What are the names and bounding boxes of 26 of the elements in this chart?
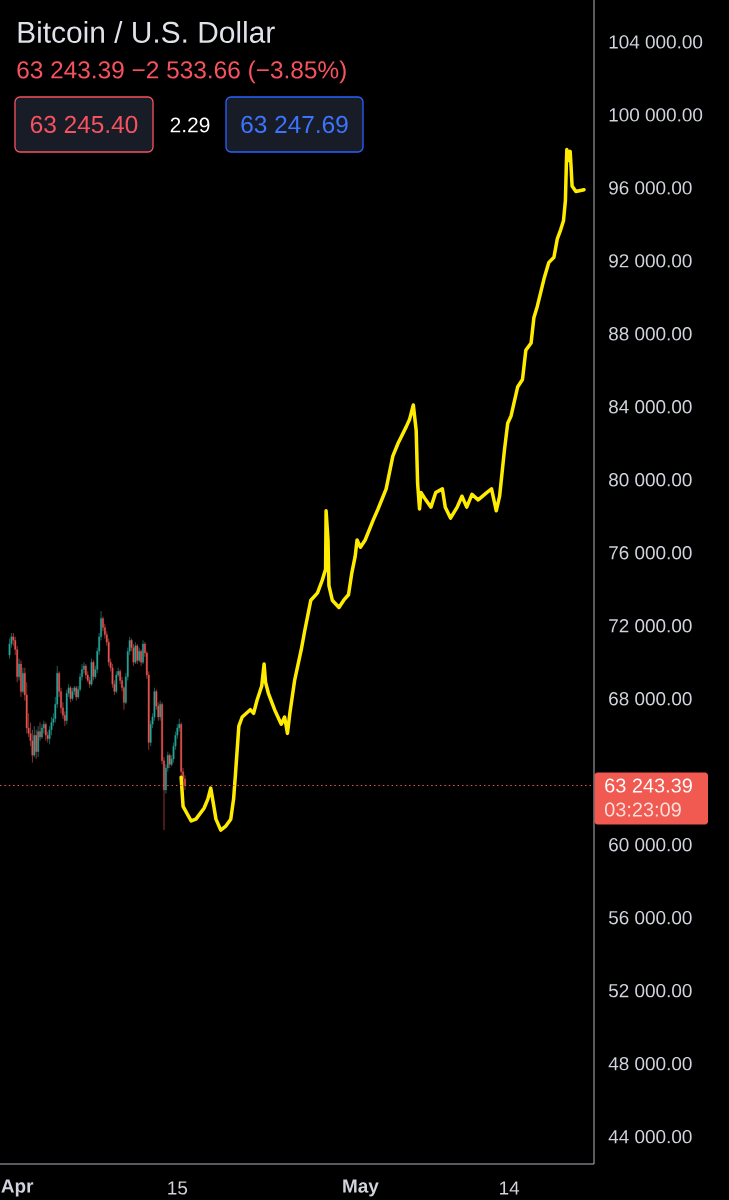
- annotation: 63 245.40: [30, 115, 138, 134]
- y-tick-label: 104 000.00: [609, 35, 703, 49]
- x-tick-label: May: [343, 1179, 379, 1197]
- y-tick-label: 60 000.00: [609, 837, 692, 852]
- y-tick-label: 100 000.00: [609, 108, 703, 122]
- y-tick-label: 72 000.00: [609, 619, 692, 633]
- x-tick-label: 14: [500, 1181, 520, 1195]
- y-tick-label: 80 000.00: [609, 473, 692, 487]
- text: 63 243.39 −2 533.66 (−3.85%): [17, 60, 346, 84]
- text: Bitcoin / U.S. Dollar: [18, 21, 275, 43]
- y-tick-label: 96 000.00: [609, 181, 692, 195]
- ref-line-label: 63 243.39: [605, 778, 692, 793]
- annotation: 2.29: [170, 117, 210, 133]
- y-tick-label: 52 000.00: [608, 983, 692, 998]
- text: 03:23:09: [604, 802, 681, 817]
- x-tick-label: 15: [168, 1181, 188, 1195]
- y-tick-label: 76 000.00: [609, 546, 692, 560]
- y-tick-label: 68 000.00: [609, 692, 692, 706]
- y-tick-label: 88 000.00: [609, 327, 692, 341]
- annotation: 63 247.69: [241, 115, 348, 134]
- y-tick-label: 56 000.00: [608, 910, 692, 925]
- y-tick-label: 84 000.00: [609, 400, 692, 414]
- x-tick-label: Apr: [1, 1179, 34, 1197]
- y-tick-label: 92 000.00: [609, 254, 692, 268]
- y-tick-label: 44 000.00: [608, 1129, 692, 1144]
- y-tick-label: 48 000.00: [608, 1056, 692, 1071]
